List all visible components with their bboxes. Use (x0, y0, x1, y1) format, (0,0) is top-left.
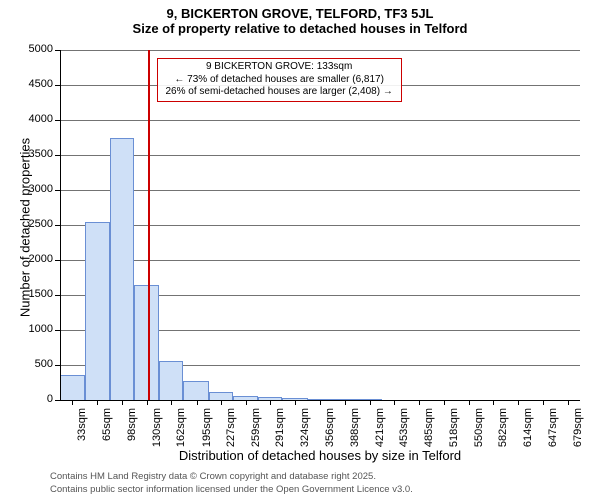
chart-title: 9, BICKERTON GROVE, TELFORD, TF3 5JL (0, 6, 600, 21)
y-tick-label: 1500 (13, 288, 53, 300)
x-tick (270, 400, 271, 405)
footer-line-1: Contains HM Land Registry data © Crown c… (50, 471, 413, 483)
histogram-bar (209, 392, 234, 400)
chart-subtitle: Size of property relative to detached ho… (0, 21, 600, 36)
grid-line (60, 260, 580, 261)
axis-line (60, 50, 61, 400)
histogram-bar (134, 285, 159, 400)
chart-container: 9, BICKERTON GROVE, TELFORD, TF3 5JL Siz… (0, 0, 600, 500)
x-tick-label: 130sqm (151, 408, 163, 456)
histogram-bar (159, 361, 184, 400)
x-tick-label: 162sqm (175, 408, 187, 456)
plot-area: 9 BICKERTON GROVE: 133sqm← 73% of detach… (60, 50, 580, 400)
x-tick (171, 400, 172, 405)
x-tick-label: 647sqm (547, 408, 559, 456)
y-tick-label: 1000 (13, 323, 53, 335)
x-tick (568, 400, 569, 405)
x-tick-label: 291sqm (274, 408, 286, 456)
histogram-bar (85, 222, 110, 400)
x-tick-label: 582sqm (497, 408, 509, 456)
x-tick-label: 679sqm (572, 408, 584, 456)
x-tick (246, 400, 247, 405)
x-tick (493, 400, 494, 405)
x-tick-label: 421sqm (374, 408, 386, 456)
histogram-bar (60, 375, 85, 400)
x-tick (419, 400, 420, 405)
y-tick-label: 500 (13, 358, 53, 370)
x-tick (543, 400, 544, 405)
x-tick (97, 400, 98, 405)
title-block: 9, BICKERTON GROVE, TELFORD, TF3 5JL Siz… (0, 0, 600, 36)
footer-attribution: Contains HM Land Registry data © Crown c… (50, 471, 413, 496)
annotation-line: 9 BICKERTON GROVE: 133sqm (162, 61, 397, 74)
annotation-line: ← 73% of detached houses are smaller (6,… (162, 74, 397, 87)
x-tick-label: 259sqm (250, 408, 262, 456)
x-tick-label: 388sqm (349, 408, 361, 456)
x-tick-label: 518sqm (448, 408, 460, 456)
y-tick-label: 4500 (13, 78, 53, 90)
property-indicator-line (148, 50, 150, 400)
x-tick-label: 227sqm (225, 408, 237, 456)
x-tick-label: 33sqm (76, 408, 88, 456)
y-tick-label: 4000 (13, 113, 53, 125)
x-tick (147, 400, 148, 405)
y-tick-label: 2000 (13, 253, 53, 265)
x-tick-label: 614sqm (522, 408, 534, 456)
x-tick (370, 400, 371, 405)
x-tick (394, 400, 395, 405)
grid-line (60, 50, 580, 51)
x-tick-label: 324sqm (299, 408, 311, 456)
y-tick-label: 0 (13, 393, 53, 405)
x-tick (469, 400, 470, 405)
x-tick-label: 485sqm (423, 408, 435, 456)
x-tick (444, 400, 445, 405)
footer-line-2: Contains public sector information licen… (50, 484, 413, 496)
x-tick (295, 400, 296, 405)
x-tick (221, 400, 222, 405)
x-tick (197, 400, 198, 405)
grid-line (60, 190, 580, 191)
y-tick-label: 3500 (13, 148, 53, 160)
annotation-box: 9 BICKERTON GROVE: 133sqm← 73% of detach… (157, 58, 402, 102)
y-tick-label: 2500 (13, 218, 53, 230)
x-tick (518, 400, 519, 405)
y-tick-label: 5000 (13, 43, 53, 55)
annotation-line: 26% of semi-detached houses are larger (… (162, 86, 397, 99)
x-tick (72, 400, 73, 405)
y-tick-label: 3000 (13, 183, 53, 195)
histogram-bar (110, 138, 135, 401)
x-tick-label: 98sqm (126, 408, 138, 456)
histogram-bar (183, 381, 208, 400)
x-tick-label: 453sqm (398, 408, 410, 456)
x-tick-label: 356sqm (324, 408, 336, 456)
grid-line (60, 225, 580, 226)
x-tick-label: 65sqm (101, 408, 113, 456)
x-tick (320, 400, 321, 405)
x-tick (122, 400, 123, 405)
x-tick-label: 195sqm (201, 408, 213, 456)
grid-line (60, 120, 580, 121)
x-tick-label: 550sqm (473, 408, 485, 456)
grid-line (60, 155, 580, 156)
x-tick (345, 400, 346, 405)
